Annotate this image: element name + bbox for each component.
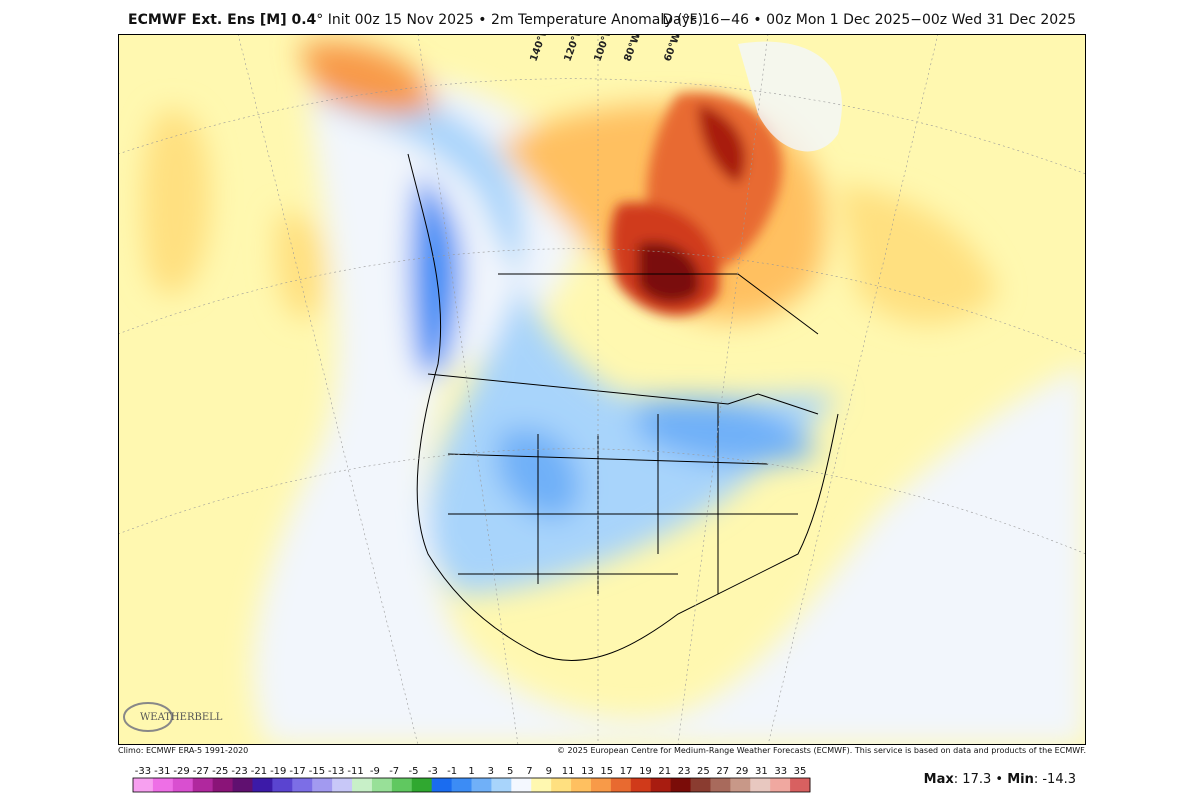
max-label: Max [923,772,954,787]
colorbar-label: 1 [468,766,474,777]
colorbar-label: 21 [658,766,671,777]
colorbar-label: 15 [600,766,613,777]
colorbar-label: 23 [678,766,691,777]
color-swatch [431,778,453,792]
color-swatch [152,778,174,792]
colorbar-label: 19 [639,766,652,777]
color-swatch [650,778,672,792]
anomaly-fields [141,41,1086,745]
title: ECMWF Ext. Ens [M] 0.4° Init 00z 15 Nov … [128,12,703,28]
color-swatch [252,778,273,792]
colorbar-label: 31 [755,766,768,777]
color-swatch [610,778,632,792]
graticule [118,34,1086,745]
colorbar-label: 27 [716,766,729,777]
colorbar-label: 33 [774,766,787,777]
color-swatch [790,778,811,792]
colorbar-label: -29 [173,766,189,777]
colorbar-label: 5 [507,766,513,777]
min-label: Min [1007,772,1034,787]
color-swatch [630,778,652,792]
colorbar-label: 3 [488,766,494,777]
colorbar: -33 -31 -29 -27 -25 -23 -21 -19 -17 -15 -13 -11 -9 -7… [132,766,811,793]
color-swatch [272,778,293,792]
colorbar-label: -25 [212,766,228,777]
color-swatch [411,778,433,792]
color-swatch [133,778,154,792]
logo-text: WEATHERBELL [140,712,223,723]
color-swatch [770,778,791,792]
borders [407,153,839,661]
map-frame [118,34,1086,745]
color-swatch [212,778,234,792]
stats: Max: 17.3 • Min: -14.3 [923,772,1076,787]
colorbar-label: -3 [428,766,438,777]
colorbar-label: 7 [526,766,532,777]
color-swatch [172,778,194,792]
color-swatch [670,778,692,792]
colorbar-label: -13 [328,766,344,777]
color-swatch [750,778,771,792]
model-name: ECMWF Ext. Ens [M] 0.4 [128,12,317,28]
color-swatch [511,778,532,792]
copyright: © 2025 European Centre for Medium-Range … [557,746,1086,755]
colorbar-label: -31 [154,766,170,777]
anomaly-map: 140°W 120°W 100°W 80°W 60°W WEATHERBELL [118,34,1086,745]
color-swatch [192,778,214,792]
color-swatch [391,778,413,792]
colorbar-label: -5 [409,766,419,777]
colorbar-label: -11 [347,766,363,777]
colorbar-label: -9 [370,766,380,777]
color-swatch [710,778,731,792]
color-swatch [531,778,552,792]
colorbar-label: 11 [562,766,575,777]
color-swatch [352,778,373,792]
colorbar-label: -7 [389,766,399,777]
color-swatch [371,778,393,792]
climo-note: Climo: ECMWF ERA-5 1991-2020 [118,746,249,755]
colorbar-label: -1 [447,766,457,777]
colorbar-label: 25 [697,766,710,777]
color-swatch [551,778,572,792]
period: Days 16−46 • 00z Mon 1 Dec 2025−00z Wed … [662,12,1076,28]
min-value: -14.3 [1042,772,1076,787]
colorbar-label: -33 [135,766,151,777]
color-swatch [332,778,353,792]
color-swatch [232,778,253,792]
warm-core [610,92,782,316]
color-swatch [690,778,711,792]
colorbar-label: -27 [193,766,209,777]
run-info: ° Init 00z 15 Nov 2025 • 2m Temperature … [316,12,703,28]
colorbar-frame [132,777,811,793]
colorbar-label: 17 [620,766,633,777]
color-swatch [590,778,612,792]
colorbar-label: -23 [231,766,247,777]
logo: WEATHERBELL [123,702,223,732]
greenland [738,41,842,152]
color-swatch [491,778,512,792]
color-swatch [312,778,333,792]
color-swatch [730,778,751,792]
colorbar-label: -19 [270,766,286,777]
max-value: 17.3 [962,772,992,787]
colorbar-label: -21 [251,766,267,777]
color-swatch [292,778,313,792]
colorbar-label: 13 [581,766,594,777]
colorbar-label: 29 [736,766,749,777]
color-swatch [571,778,592,792]
color-swatch [471,778,492,792]
colorbar-label: 9 [546,766,552,777]
colorbar-label: 35 [794,766,807,777]
colorbar-label: -17 [289,766,305,777]
color-swatch [451,778,472,792]
colorbar-label: -15 [309,766,325,777]
